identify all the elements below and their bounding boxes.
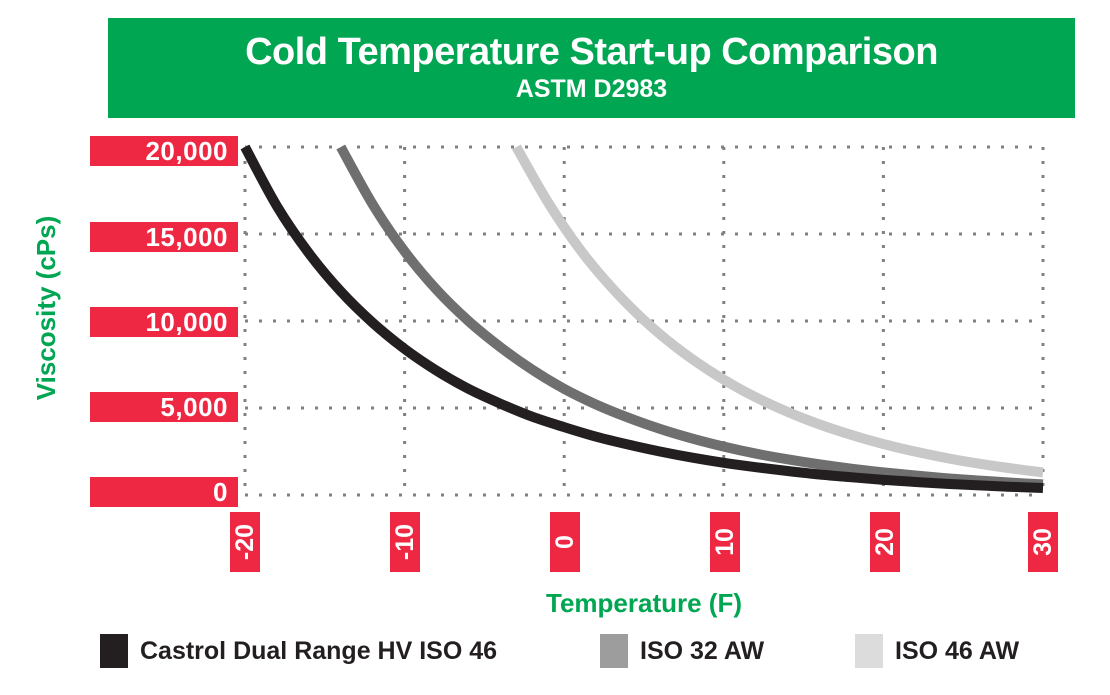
x-tick-label-3: 10 [710,512,740,572]
x-axis-title: Temperature (F) [546,588,742,618]
legend-swatch-icon-1 [600,634,628,668]
legend-item-iso-32-aw: ISO 32 AW [600,634,764,668]
x-tick-label-2: 0 [550,512,580,572]
x-tick-label-5: 30 [1028,512,1058,572]
x-tick-text-1: -10 [391,523,419,561]
legend-label-2: ISO 46 AW [895,636,1020,665]
x-tick-label-0: -20 [230,512,260,572]
legend-swatch-icon-2 [855,634,883,668]
page-title: Cold Temperature Start-up Comparison [245,30,938,73]
legend-swatch-icon-0 [100,634,128,668]
y-axis-title: Viscosity (cPs) [31,215,61,401]
legend-label-1: ISO 32 AW [640,636,765,665]
legend-label-0: Castrol Dual Range HV ISO 46 [140,636,498,665]
title-banner: Cold Temperature Start-up Comparison AST… [108,18,1075,118]
page-subtitle: ASTM D2983 [515,74,668,103]
y-tick-label-1: 5,000 [90,392,238,422]
legend-item-castrol-dual-range-hv-iso-46: Castrol Dual Range HV ISO 46 [100,634,497,668]
x-tick-text-5: 30 [1029,528,1057,556]
x-tick-text-4: 20 [871,528,899,556]
y-tick-label-2: 10,000 [90,307,238,337]
y-tick-label-0: 0 [90,477,238,507]
y-tick-label-4: 20,000 [90,136,238,166]
x-tick-text-0: -20 [231,523,259,561]
legend-item-iso-46-aw: ISO 46 AW [855,634,1019,668]
x-tick-label-4: 20 [870,512,900,572]
chart-gridlines [243,145,1045,497]
x-tick-text-2: 0 [551,535,579,549]
chart-series-lines [240,144,1044,494]
x-tick-text-3: 10 [711,528,739,556]
chart-legend: Castrol Dual Range HV ISO 46 ISO 32 AW I… [0,634,1110,678]
y-tick-label-3: 15,000 [90,222,238,252]
x-tick-label-1: -10 [390,512,420,572]
